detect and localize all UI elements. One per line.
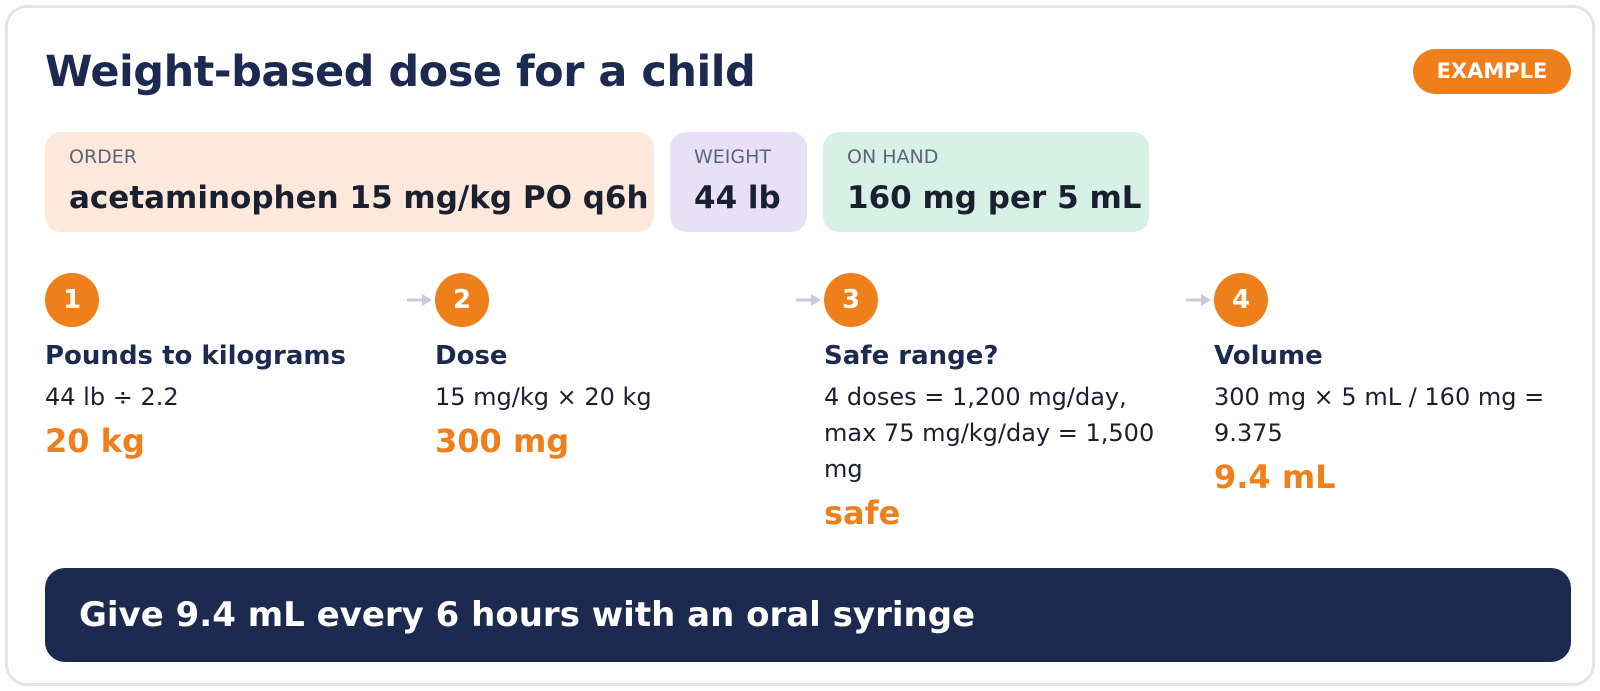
on-hand-box: ON HAND 160 mg per 5 mL <box>823 132 1149 232</box>
instruction-banner: Give 9.4 mL every 6 hours with an oral s… <box>45 568 1571 662</box>
order-box: ORDER acetaminophen 15 mg/kg PO q6h <box>45 132 654 232</box>
weight-value: 44 lb <box>694 180 781 216</box>
step-title: Safe range? <box>824 341 999 371</box>
step-calculation: 15 mg/kg × 20 kg <box>435 383 652 411</box>
dose-calculation-card: Weight-based dose for a child EXAMPLE OR… <box>5 5 1595 686</box>
step-calculation: 4 doses = 1,200 mg/day, max 75 mg/kg/day… <box>824 383 1155 483</box>
step-result: 20 kg <box>45 422 145 460</box>
on-hand-value: 160 mg per 5 mL <box>847 180 1142 216</box>
arrow-right-icon <box>796 294 821 306</box>
step-dose: 2 Dose 15 mg/kg × 20 kg 300 mg <box>407 273 785 461</box>
step-calculation: 300 mg × 5 mL / 160 mg = 9.375 <box>1214 383 1545 447</box>
step-safe-range: 3 Safe range? 4 doses = 1,200 mg/day, ma… <box>796 273 1174 533</box>
order-value: acetaminophen 15 mg/kg PO q6h <box>69 180 649 216</box>
step-number-badge: 4 <box>1214 273 1268 327</box>
on-hand-label: ON HAND <box>847 146 939 168</box>
order-label: ORDER <box>69 146 137 168</box>
arrow-right-icon <box>407 294 432 306</box>
page-title: Weight-based dose for a child <box>45 47 756 97</box>
step-calculation: 44 lb ÷ 2.2 <box>45 383 179 411</box>
weight-label: WEIGHT <box>694 146 772 168</box>
step-number-badge: 2 <box>435 273 489 327</box>
step-result: 300 mg <box>435 422 570 460</box>
step-volume: 4 Volume 300 mg × 5 mL / 160 mg = 9.375 … <box>1186 273 1564 497</box>
step-number-badge: 1 <box>45 273 99 327</box>
arrow-right-icon <box>1186 294 1211 306</box>
step-pounds-to-kilograms: 1 Pounds to kilograms 44 lb ÷ 2.2 20 kg <box>45 273 395 461</box>
example-badge: EXAMPLE <box>1413 49 1571 94</box>
step-title: Pounds to kilograms <box>45 341 346 371</box>
step-number-badge: 3 <box>824 273 878 327</box>
weight-box: WEIGHT 44 lb <box>670 132 807 232</box>
step-result: safe <box>824 494 901 532</box>
step-title: Volume <box>1214 341 1323 371</box>
step-title: Dose <box>435 341 508 371</box>
step-result: 9.4 mL <box>1214 458 1336 496</box>
